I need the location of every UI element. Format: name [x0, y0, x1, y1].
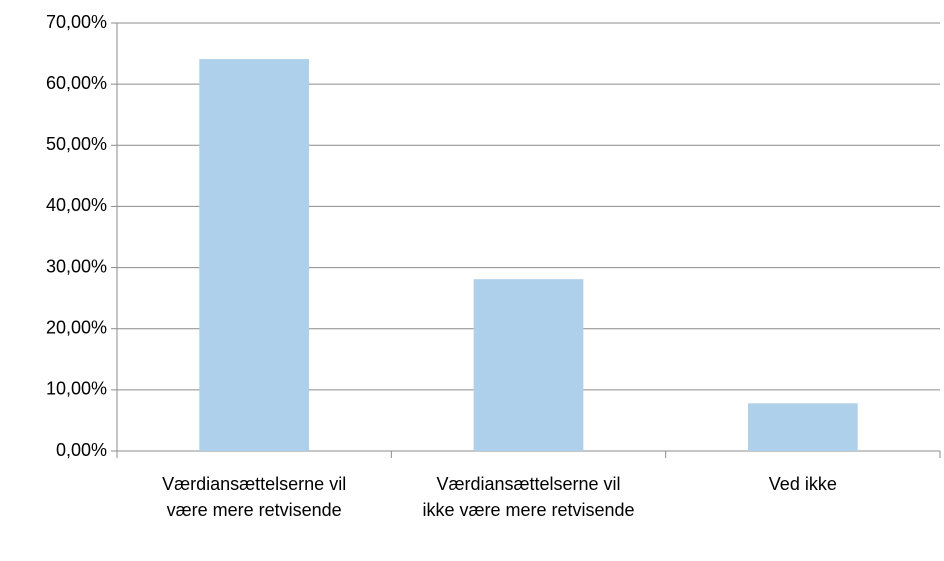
x-tick-label: Værdiansættelserne vil ikke være mere re…: [422, 474, 635, 520]
y-tick-label: 60,00%: [46, 73, 107, 93]
y-tick-label: 30,00%: [46, 256, 107, 276]
y-tick-label: 10,00%: [46, 379, 107, 399]
x-tick-label: Ved ikke: [768, 474, 837, 494]
x-tick-label: Værdiansættelserne vil være mere retvise…: [162, 474, 347, 520]
y-tick-label: 0,00%: [56, 440, 107, 460]
y-tick-label: 70,00%: [46, 12, 107, 32]
bar: [199, 59, 310, 452]
y-tick-label: 40,00%: [46, 195, 107, 215]
bar: [473, 279, 584, 451]
y-tick-label: 50,00%: [46, 134, 107, 154]
y-tick-label: 20,00%: [46, 317, 107, 337]
bar: [747, 403, 858, 451]
